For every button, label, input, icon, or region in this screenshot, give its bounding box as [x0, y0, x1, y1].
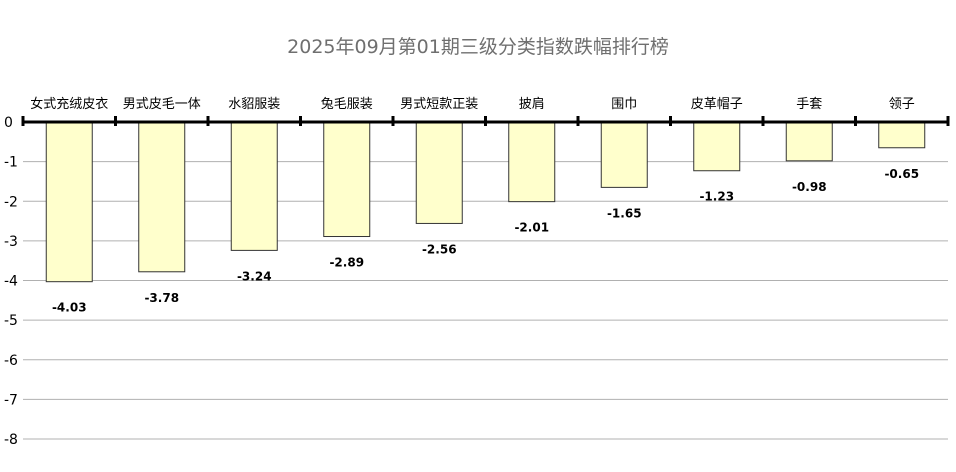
category-label: 水貂服装 — [228, 97, 280, 112]
data-label: -2.56 — [422, 242, 457, 256]
data-label: -0.65 — [884, 167, 919, 181]
category-label: 男式皮毛一体 — [123, 97, 201, 112]
bar — [600, 121, 648, 188]
bar — [785, 121, 833, 162]
data-label: -1.23 — [699, 190, 734, 204]
chart-title: 2025年09月第01期三级分类指数跌幅排行榜 — [287, 36, 669, 58]
bar — [323, 121, 371, 238]
labels: 0 -1 -2 -3 -4 -5 -6 -7 -8 -4.03 女式充绒皮衣 -3.78 男式皮毛一体 -… — [4, 96, 919, 448]
y-tick-label: -5 — [4, 313, 18, 329]
bar — [878, 121, 926, 149]
bar — [138, 121, 186, 273]
data-label: -4.03 — [52, 301, 87, 315]
category-label: 兔毛服装 — [321, 97, 373, 112]
y-tick-label: -1 — [4, 155, 18, 171]
x-axis — [21, 116, 950, 126]
y-tick-label: -4 — [4, 274, 18, 290]
bar — [45, 121, 93, 283]
category-label: 围巾 — [611, 97, 637, 112]
category-label: 女式充绒皮衣 — [30, 96, 108, 112]
bar — [415, 121, 463, 224]
bar — [508, 121, 556, 203]
y-tick-label: -7 — [4, 392, 18, 408]
y-tick-label: 0 — [4, 115, 13, 131]
data-label: -3.78 — [144, 291, 179, 305]
category-label: 披肩 — [519, 96, 545, 112]
data-label: -0.98 — [792, 180, 827, 194]
bar — [230, 121, 278, 251]
category-label: 皮革帽子 — [691, 96, 743, 112]
category-label: 领子 — [889, 97, 915, 112]
y-tick-label: -2 — [4, 194, 18, 210]
bar — [693, 121, 741, 172]
grid-lines — [23, 161, 948, 440]
bars — [45, 121, 926, 283]
y-tick-label: -6 — [4, 353, 18, 369]
data-label: -3.24 — [237, 269, 272, 283]
data-label: -1.65 — [607, 206, 642, 220]
data-label: -2.01 — [514, 221, 549, 235]
category-label: 男式短款正装 — [400, 97, 478, 112]
y-tick-label: -8 — [4, 432, 18, 448]
category-label: 手套 — [796, 96, 822, 112]
data-label: -2.89 — [329, 256, 364, 270]
y-tick-label: -3 — [4, 234, 18, 250]
